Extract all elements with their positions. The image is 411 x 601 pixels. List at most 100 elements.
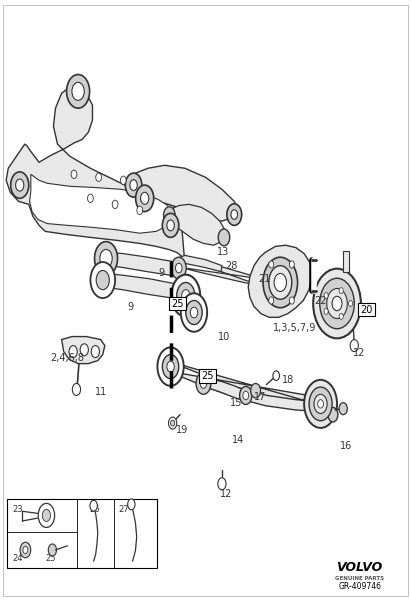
Circle shape xyxy=(314,394,327,413)
Circle shape xyxy=(112,200,118,209)
Circle shape xyxy=(88,194,93,203)
Circle shape xyxy=(339,313,343,319)
Text: 21: 21 xyxy=(258,275,270,284)
Circle shape xyxy=(339,403,347,415)
Text: 1,3,5,7,9: 1,3,5,7,9 xyxy=(273,323,317,332)
Polygon shape xyxy=(181,257,265,287)
Circle shape xyxy=(273,371,279,380)
Circle shape xyxy=(274,273,286,291)
Circle shape xyxy=(11,172,29,198)
Text: 22: 22 xyxy=(314,296,327,305)
Circle shape xyxy=(218,478,226,490)
Text: 18: 18 xyxy=(282,375,294,385)
Circle shape xyxy=(289,297,294,304)
Circle shape xyxy=(318,400,323,408)
Circle shape xyxy=(218,229,230,246)
Circle shape xyxy=(90,262,115,298)
Circle shape xyxy=(141,192,149,204)
Circle shape xyxy=(96,270,109,290)
Circle shape xyxy=(349,300,353,307)
Text: 11: 11 xyxy=(95,387,107,397)
Circle shape xyxy=(72,383,81,395)
Circle shape xyxy=(23,546,28,554)
Circle shape xyxy=(164,207,175,224)
Circle shape xyxy=(169,417,177,429)
Circle shape xyxy=(67,75,90,108)
Polygon shape xyxy=(105,252,180,275)
Text: 17: 17 xyxy=(254,392,266,401)
Circle shape xyxy=(157,347,184,386)
Circle shape xyxy=(120,176,126,185)
Circle shape xyxy=(269,261,274,268)
Text: 27: 27 xyxy=(118,505,129,514)
Text: 9: 9 xyxy=(127,302,134,311)
Text: GENUINE PARTS: GENUINE PARTS xyxy=(335,576,384,581)
Text: 23: 23 xyxy=(12,505,23,514)
Circle shape xyxy=(231,210,238,219)
Text: 25: 25 xyxy=(45,555,56,563)
Circle shape xyxy=(269,297,274,304)
Circle shape xyxy=(350,340,358,352)
Circle shape xyxy=(96,173,102,182)
Circle shape xyxy=(200,379,207,388)
Circle shape xyxy=(227,204,242,225)
Circle shape xyxy=(128,499,135,510)
Polygon shape xyxy=(62,337,105,364)
Circle shape xyxy=(328,407,338,422)
Text: GR-409746: GR-409746 xyxy=(338,582,381,591)
Circle shape xyxy=(313,269,361,338)
Circle shape xyxy=(136,185,154,212)
Circle shape xyxy=(80,344,88,356)
Text: 14: 14 xyxy=(232,435,245,445)
Circle shape xyxy=(186,300,202,325)
Polygon shape xyxy=(248,245,312,317)
Text: 9: 9 xyxy=(158,269,164,278)
Circle shape xyxy=(125,173,142,197)
Circle shape xyxy=(320,278,354,329)
Circle shape xyxy=(171,257,186,279)
Circle shape xyxy=(171,420,175,426)
Circle shape xyxy=(181,293,207,332)
Bar xyxy=(7,499,157,568)
Bar xyxy=(343,251,349,272)
Text: 13: 13 xyxy=(217,248,229,257)
Text: 25: 25 xyxy=(201,371,214,380)
Polygon shape xyxy=(176,255,222,272)
Polygon shape xyxy=(131,165,238,221)
Circle shape xyxy=(167,220,174,231)
Circle shape xyxy=(130,180,137,191)
Circle shape xyxy=(91,346,99,358)
Circle shape xyxy=(240,386,252,404)
Polygon shape xyxy=(169,362,333,412)
Circle shape xyxy=(263,257,298,308)
Circle shape xyxy=(324,308,328,314)
Circle shape xyxy=(162,355,179,379)
Circle shape xyxy=(20,542,31,558)
Circle shape xyxy=(243,391,249,400)
Text: 12: 12 xyxy=(220,489,232,499)
Circle shape xyxy=(16,179,24,191)
Circle shape xyxy=(71,170,77,178)
Circle shape xyxy=(309,387,332,421)
Circle shape xyxy=(72,82,84,100)
Circle shape xyxy=(42,510,51,522)
Circle shape xyxy=(304,380,337,428)
Circle shape xyxy=(38,504,55,528)
Polygon shape xyxy=(165,204,225,245)
Circle shape xyxy=(327,288,347,319)
Text: 2,4,6,8: 2,4,6,8 xyxy=(50,353,84,362)
Circle shape xyxy=(175,263,182,273)
Circle shape xyxy=(48,544,57,556)
Polygon shape xyxy=(102,273,181,298)
Text: 26: 26 xyxy=(90,505,100,514)
Text: VOLVO: VOLVO xyxy=(337,561,383,575)
Circle shape xyxy=(69,346,77,358)
Circle shape xyxy=(182,290,190,302)
Polygon shape xyxy=(6,87,185,264)
Circle shape xyxy=(339,288,343,294)
Circle shape xyxy=(137,206,143,215)
Circle shape xyxy=(332,296,342,311)
Circle shape xyxy=(162,213,179,237)
Circle shape xyxy=(251,383,261,398)
Text: 15: 15 xyxy=(230,398,242,407)
